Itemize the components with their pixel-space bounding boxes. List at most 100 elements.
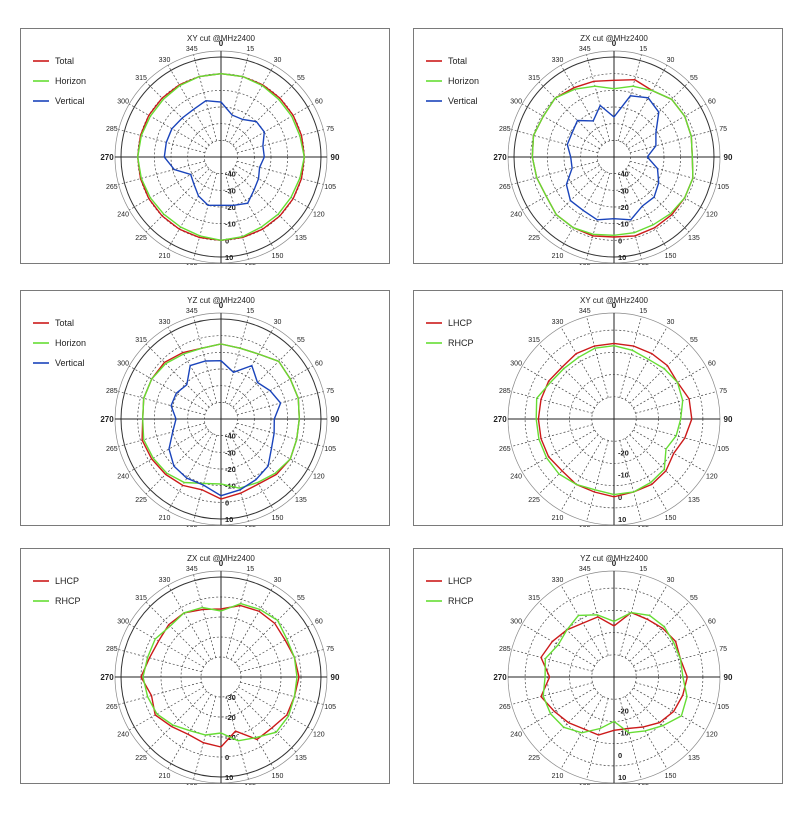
legend-label: Total bbox=[55, 318, 74, 328]
angle-tick-label: 0 bbox=[219, 39, 224, 48]
angle-tick-label: 60 bbox=[315, 619, 323, 626]
angle-tick-label: 345 bbox=[579, 566, 591, 573]
angle-tick-label: 315 bbox=[528, 337, 540, 344]
angle-tick-label: 315 bbox=[135, 595, 147, 602]
angle-tick-label: 135 bbox=[688, 497, 700, 504]
angle-tick-label: 15 bbox=[639, 308, 647, 315]
angle-tick-label: 240 bbox=[117, 212, 129, 219]
legend-label: Total bbox=[55, 56, 74, 66]
angle-tick-label: 240 bbox=[510, 732, 522, 739]
angle-tick-label: 225 bbox=[135, 235, 147, 242]
angle-tick-label: 265 bbox=[499, 704, 511, 711]
grid-spoke bbox=[511, 160, 598, 185]
grid-spoke bbox=[145, 81, 210, 146]
angle-tick-label: 195 bbox=[186, 784, 198, 785]
grid-spoke bbox=[619, 574, 642, 656]
angle-tick-label: 210 bbox=[552, 253, 564, 260]
angle-tick-label: 150 bbox=[272, 773, 284, 780]
angle-tick-label: 105 bbox=[324, 704, 336, 711]
grid-spoke bbox=[633, 687, 706, 731]
angle-tick-label: 210 bbox=[159, 515, 171, 522]
grid-spoke bbox=[235, 165, 313, 211]
angle-tick-label: 315 bbox=[528, 75, 540, 82]
grid-spoke bbox=[617, 54, 642, 141]
grid-spoke bbox=[229, 433, 275, 511]
grid-spoke bbox=[145, 430, 210, 495]
grid-spoke bbox=[511, 129, 598, 154]
legend-label: Vertical bbox=[55, 96, 85, 106]
angle-tick-label: 285 bbox=[106, 126, 118, 133]
angle-tick-label: 120 bbox=[313, 474, 325, 481]
angle-tick-label: 15 bbox=[246, 46, 254, 53]
angle-tick-label: 60 bbox=[315, 99, 323, 106]
radial-tick-label: -40 bbox=[225, 170, 236, 179]
grid-spoke bbox=[625, 168, 690, 233]
grid-spoke bbox=[619, 440, 642, 522]
chart-panel: YZ cut @MHz2400 0 15 30 55 60 75 90 105 120 135 150… bbox=[413, 548, 783, 785]
grid-spoke bbox=[635, 682, 717, 705]
grid-spoke bbox=[586, 316, 609, 398]
grid-spoke bbox=[238, 623, 313, 668]
angle-tick-label: 30 bbox=[274, 319, 282, 326]
angle-tick-label: 0 bbox=[219, 559, 224, 568]
angle-tick-label: 285 bbox=[106, 388, 118, 395]
angle-tick-label: 105 bbox=[324, 184, 336, 191]
angle-tick-label: 240 bbox=[510, 474, 522, 481]
chart-panel: XY cut @MHz2400 0 15 30 55 60 75 90 105 120 135 150… bbox=[413, 290, 783, 527]
angle-tick-label: 195 bbox=[186, 526, 198, 527]
grid-spoke bbox=[629, 343, 690, 404]
chart-title: YZ cut @MHz2400 bbox=[580, 554, 648, 563]
legend-label: Horizon bbox=[55, 76, 86, 86]
angle-tick-label: 60 bbox=[708, 99, 716, 106]
series-line bbox=[140, 604, 300, 748]
radial-tick-label: 0 bbox=[618, 236, 622, 245]
grid-spoke bbox=[193, 574, 217, 658]
series-line bbox=[136, 72, 306, 242]
legend-label: Horizon bbox=[55, 338, 86, 348]
angle-tick-label: 315 bbox=[135, 337, 147, 344]
radial-tick-label: -30 bbox=[225, 186, 236, 195]
radial-tick-label: 10 bbox=[225, 253, 233, 262]
angle-tick-label: 75 bbox=[719, 388, 727, 395]
grid-spoke bbox=[628, 165, 706, 211]
angle-tick-label: 165 bbox=[244, 526, 256, 527]
angle-tick-label: 75 bbox=[719, 126, 727, 133]
grid-spoke bbox=[235, 427, 313, 473]
grid-spoke bbox=[511, 682, 593, 705]
chart-panel: XY cut @MHz2400 0 15 30 55 60 75 90 105 120 135 150… bbox=[20, 28, 390, 265]
angle-tick-label: 270 bbox=[100, 415, 114, 424]
angle-tick-label: 240 bbox=[117, 474, 129, 481]
series-line bbox=[141, 343, 301, 489]
grid-spoke bbox=[193, 435, 218, 522]
angle-tick-label: 90 bbox=[724, 153, 733, 162]
angle-tick-label: 30 bbox=[274, 57, 282, 64]
angle-tick-label: 75 bbox=[326, 126, 334, 133]
angle-tick-label: 300 bbox=[510, 99, 522, 106]
grid-spoke bbox=[619, 698, 642, 780]
angle-tick-label: 210 bbox=[552, 773, 564, 780]
grid-spoke bbox=[633, 365, 706, 409]
angle-tick-label: 150 bbox=[665, 515, 677, 522]
grid-spoke bbox=[625, 81, 690, 146]
angle-tick-label: 120 bbox=[706, 732, 718, 739]
angle-tick-label: 90 bbox=[331, 673, 340, 682]
angle-tick-label: 165 bbox=[244, 784, 256, 785]
polar-chart: XY cut @MHz24000153055607590105120135150… bbox=[33, 34, 340, 265]
series-line bbox=[535, 344, 684, 496]
grid-spoke bbox=[538, 81, 603, 146]
grid-spoke bbox=[624, 327, 668, 400]
angle-tick-label: 330 bbox=[552, 577, 564, 584]
grid-spoke bbox=[232, 168, 297, 233]
angle-tick-label: 345 bbox=[579, 46, 591, 53]
angle-tick-label: 210 bbox=[159, 773, 171, 780]
radial-tick-label: 10 bbox=[618, 253, 626, 262]
grid-spoke bbox=[145, 343, 210, 408]
series-line bbox=[540, 611, 689, 736]
angle-tick-label: 0 bbox=[219, 301, 224, 310]
radial-tick-label: -20 bbox=[618, 203, 629, 212]
grid-spoke bbox=[522, 165, 600, 211]
grid-spoke bbox=[560, 438, 604, 511]
angle-tick-label: 285 bbox=[499, 388, 511, 395]
angle-tick-label: 75 bbox=[719, 646, 727, 653]
radial-tick-label: -10 bbox=[225, 220, 236, 229]
